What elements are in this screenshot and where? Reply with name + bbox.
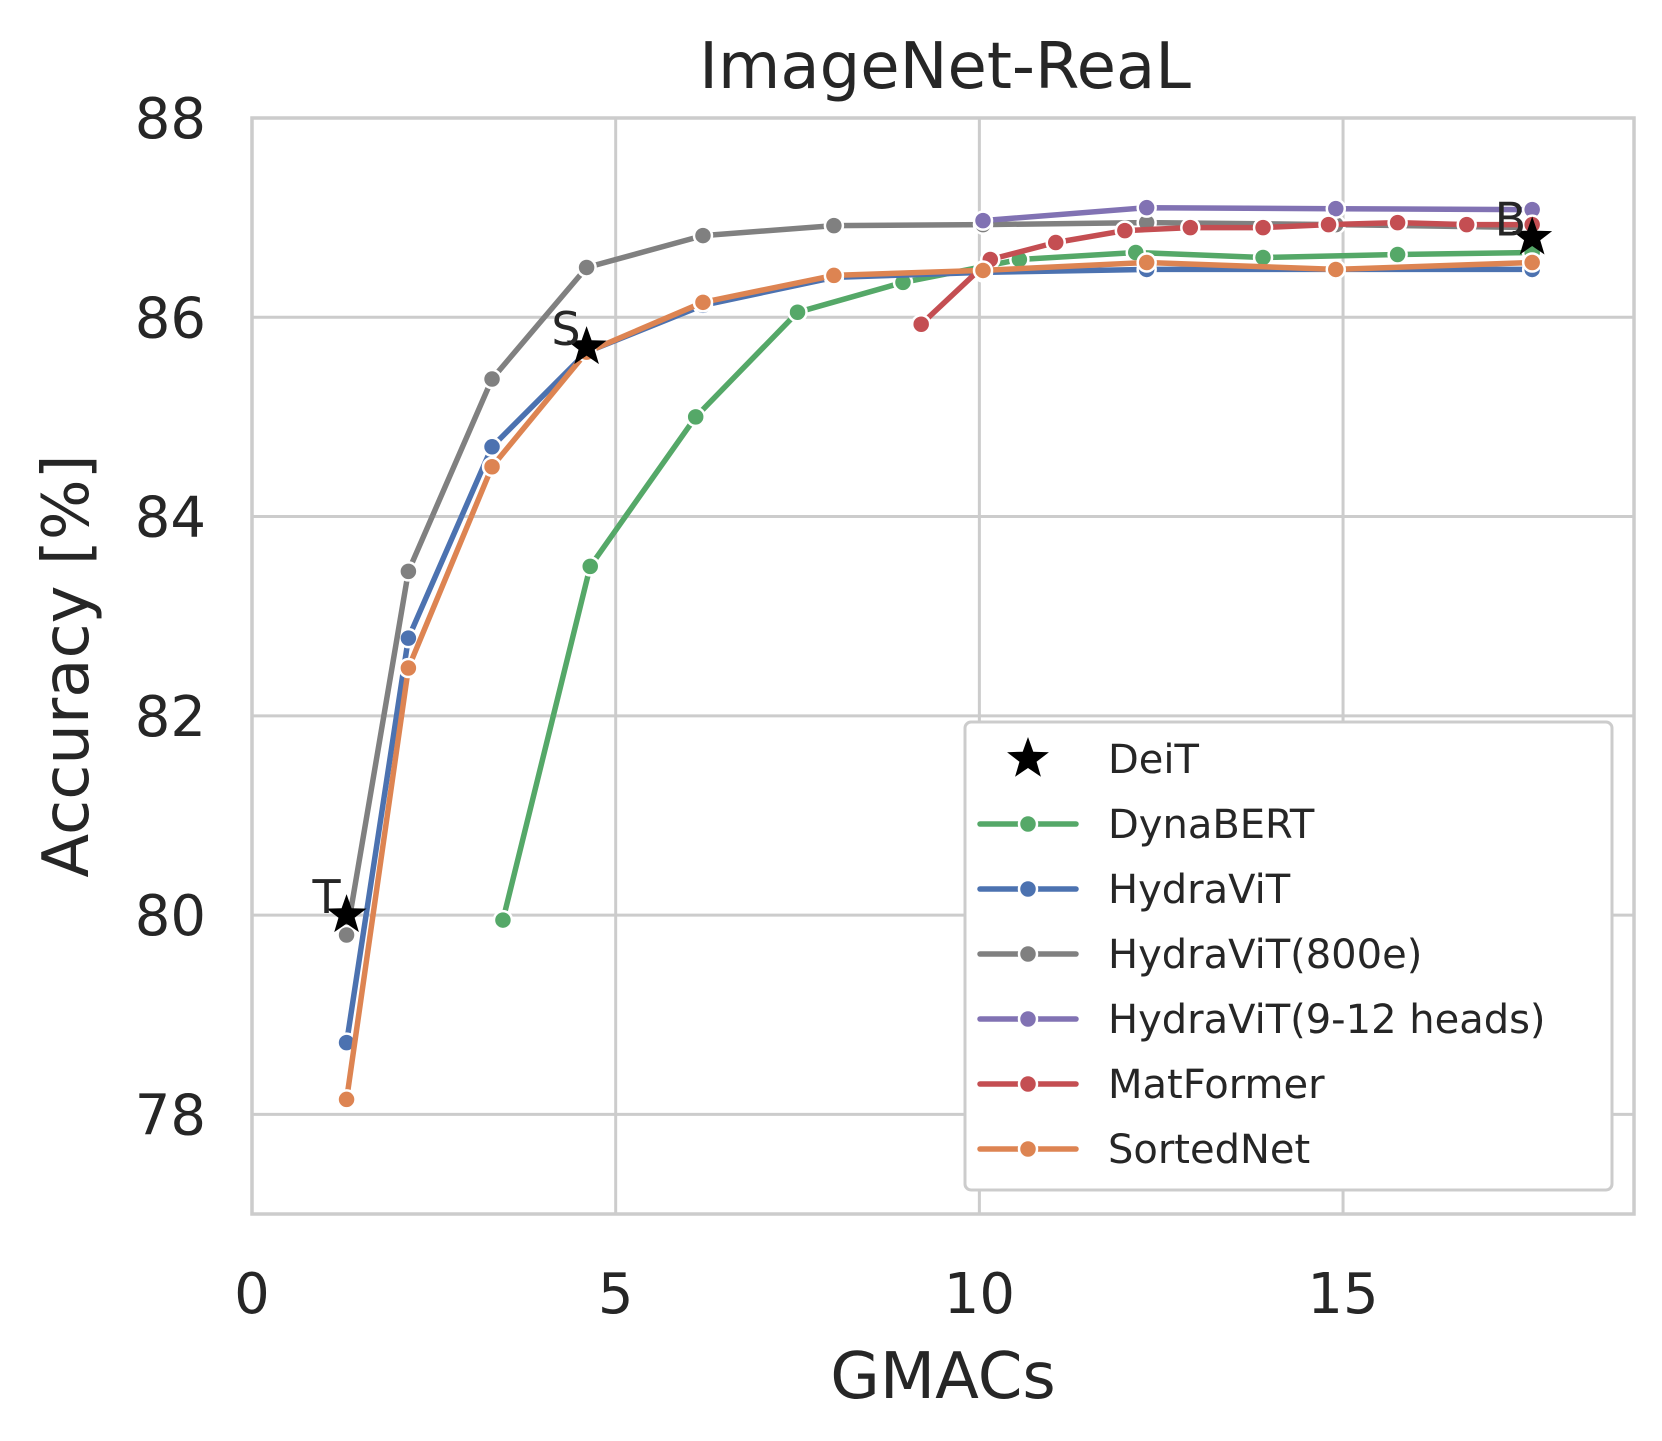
plot-frame bbox=[250, 116, 1636, 1216]
data-point-sortednet bbox=[972, 260, 994, 281]
legend-star-icon bbox=[1007, 737, 1049, 777]
data-point-hydravit-9-12-heads bbox=[972, 210, 994, 231]
legend-marker-swatch bbox=[1017, 1008, 1039, 1030]
legend-marker-swatch bbox=[1017, 1138, 1039, 1160]
series-line-sortednet bbox=[343, 259, 1535, 1103]
deit-reference-points: T S B bbox=[311, 193, 1553, 933]
data-point-sortednet bbox=[336, 1089, 357, 1110]
data-point-hydravit-800e bbox=[576, 257, 597, 278]
data-point-sortednet bbox=[481, 456, 503, 477]
x-axis-label: GMACs bbox=[830, 1340, 1056, 1414]
legend-box bbox=[963, 720, 1614, 1192]
data-point-hydravit bbox=[398, 627, 419, 649]
series-line-hydravit-9-12-heads bbox=[980, 204, 1535, 224]
data-point-sortednet bbox=[398, 657, 419, 679]
series-matformer bbox=[910, 212, 1543, 335]
legend-label: MatFormer bbox=[1108, 1062, 1325, 1108]
deit-star-marker bbox=[1512, 216, 1553, 255]
series-sortednet bbox=[336, 252, 1543, 1110]
legend: DeiT DynaBERT HydraViT HydraViT(800e) HydraV… bbox=[963, 720, 1614, 1192]
data-point-hydravit-800e bbox=[336, 924, 357, 946]
y-tick-label: 80 bbox=[135, 884, 206, 949]
data-point-matformer bbox=[1045, 232, 1066, 253]
data-point-matformer bbox=[1180, 217, 1201, 238]
data-point-hydravit-800e bbox=[481, 368, 503, 390]
legend-item-matformer: MatFormer bbox=[977, 1062, 1325, 1108]
data-point-hydravit-800e bbox=[398, 561, 419, 582]
data-point-matformer bbox=[1387, 212, 1408, 233]
chart-title: ImageNet-ReaL bbox=[699, 30, 1191, 104]
data-point-hydravit-9-12-heads bbox=[1136, 197, 1157, 218]
data-point-sortednet bbox=[692, 292, 714, 313]
data-point-matformer bbox=[910, 313, 932, 335]
data-point-hydravit-800e bbox=[823, 215, 845, 236]
series-hydravit-9-12-heads bbox=[972, 197, 1543, 231]
data-point-dynabert bbox=[787, 302, 808, 323]
x-tick-label: 10 bbox=[944, 1262, 1015, 1327]
series-lines bbox=[336, 197, 1543, 1110]
legend-item-dynabert: DynaBERT bbox=[977, 802, 1315, 848]
x-tick-label: 15 bbox=[1307, 1262, 1378, 1327]
y-tick-label: 84 bbox=[135, 486, 206, 551]
data-point-dynabert bbox=[1387, 244, 1408, 265]
deit-point-label: B bbox=[1495, 193, 1527, 247]
y-tick-label: 88 bbox=[135, 87, 206, 152]
legend-label: HydraViT(800e) bbox=[1108, 932, 1422, 978]
y-tick-label: 86 bbox=[135, 286, 206, 351]
legend-item-sortednet: SortedNet bbox=[977, 1127, 1310, 1173]
y-tick-labels: 78 80 82 84 86 88 bbox=[135, 87, 206, 1148]
series-line-hydravit-800e bbox=[343, 219, 1535, 938]
data-point-matformer bbox=[1252, 217, 1274, 238]
legend-marker-swatch bbox=[1017, 813, 1039, 835]
y-tick-label: 82 bbox=[135, 685, 206, 750]
legend-label: DeiT bbox=[1108, 737, 1200, 783]
x-tick-labels: 0 5 10 15 bbox=[234, 1262, 1379, 1327]
legend-label: SortedNet bbox=[1108, 1127, 1310, 1173]
legend-label: DynaBERT bbox=[1108, 802, 1315, 848]
data-point-matformer bbox=[1114, 220, 1136, 241]
data-point-hydravit bbox=[481, 436, 503, 458]
data-point-sortednet bbox=[1325, 259, 1347, 280]
legend-label: HydraViT(9-12 heads) bbox=[1108, 997, 1546, 1043]
data-point-sortednet bbox=[1521, 252, 1543, 273]
data-point-matformer bbox=[1318, 214, 1339, 235]
legend-marker-swatch bbox=[1017, 878, 1039, 900]
legend-marker-swatch bbox=[1017, 1073, 1039, 1095]
data-point-matformer bbox=[1456, 214, 1477, 235]
data-point-dynabert bbox=[579, 556, 601, 577]
legend-label: HydraViT bbox=[1108, 867, 1291, 913]
legend-item-deit: DeiT bbox=[1007, 737, 1200, 783]
deit-point-label: S bbox=[551, 302, 580, 356]
x-tick-label: 5 bbox=[598, 1262, 634, 1327]
data-point-dynabert bbox=[492, 909, 514, 931]
deit-star-marker bbox=[566, 326, 607, 365]
legend-item-hydravit: HydraViT bbox=[977, 867, 1291, 913]
x-tick-label: 0 bbox=[234, 1262, 270, 1327]
data-point-sortednet bbox=[823, 265, 845, 286]
y-tick-label: 78 bbox=[135, 1083, 206, 1148]
legend-item-hydravit-9-12-heads: HydraViT(9-12 heads) bbox=[977, 997, 1546, 1043]
series-line-matformer bbox=[918, 219, 1535, 327]
legend-item-hydravit-800e: HydraViT(800e) bbox=[977, 932, 1422, 978]
data-point-sortednet bbox=[1136, 252, 1157, 273]
deit-point-label: T bbox=[311, 870, 341, 924]
legend-marker-swatch bbox=[1017, 943, 1039, 965]
deit-star-marker bbox=[326, 894, 367, 933]
data-point-hydravit-800e bbox=[692, 225, 714, 246]
y-axis-label: Accuracy [%] bbox=[30, 454, 104, 877]
data-point-dynabert bbox=[685, 406, 706, 428]
